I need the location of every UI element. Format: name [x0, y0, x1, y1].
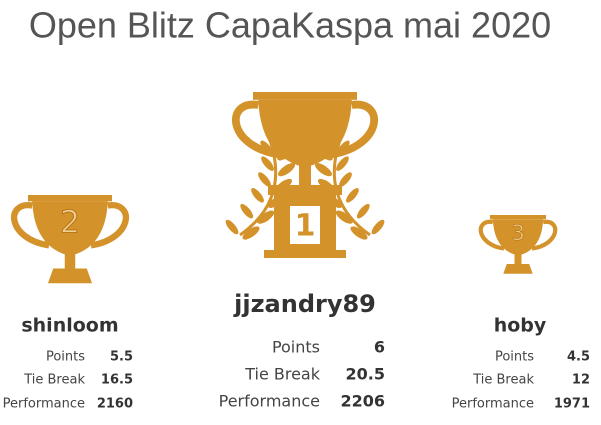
stat-value: 2206	[340, 392, 385, 411]
laurel-leaf	[350, 226, 368, 240]
laurel-stem	[332, 139, 371, 237]
laurel-leaf	[225, 219, 239, 235]
stat-label: Tie Break	[23, 373, 85, 388]
laurel-leaf	[335, 210, 353, 224]
laurel-leaf	[258, 172, 271, 187]
trophy: 3	[478, 215, 558, 274]
trophy-base	[47, 268, 93, 284]
laurel-leaf	[268, 194, 286, 208]
stat-value: 16.5	[101, 373, 133, 388]
trophy	[231, 92, 379, 168]
trophy-bowl	[258, 99, 352, 168]
laurel-leaf	[315, 147, 333, 161]
trophy-handle	[231, 100, 280, 159]
trophy-stem	[64, 253, 76, 269]
laurel-leaf	[240, 203, 254, 219]
stat-value: 5.5	[110, 350, 133, 365]
trophy-handle	[11, 202, 50, 249]
rank-number: 1	[295, 209, 316, 244]
stat-label: Performance	[219, 392, 320, 411]
trophies: 2 3 1	[11, 92, 558, 284]
stat-label: Points	[46, 350, 85, 365]
laurel-leaf	[314, 163, 332, 177]
trophy-base	[268, 185, 342, 195]
laurel-leaf	[251, 188, 264, 203]
rank-number: 3	[511, 221, 524, 245]
stat-label: Tie Break	[244, 365, 321, 384]
laurel-leaf	[371, 219, 385, 235]
laurel-leaf	[324, 194, 342, 208]
laurel	[225, 139, 296, 240]
laurel-leaf	[242, 226, 260, 240]
stat-value: 1971	[554, 397, 590, 412]
laurel-leaf	[346, 188, 359, 203]
trophy-rim	[28, 195, 113, 202]
trophy-base	[264, 250, 346, 258]
trophy-bowl	[492, 219, 544, 256]
laurel-leaf	[317, 178, 336, 193]
trophy-handle	[478, 219, 505, 251]
laurel-leaf	[339, 172, 352, 187]
stat-value: 12	[572, 373, 590, 388]
trophy-handle	[531, 219, 558, 251]
stat-label: Points	[272, 338, 320, 357]
stat-value: 6	[374, 338, 385, 357]
trophy: 2	[11, 195, 129, 284]
rank-number: 2	[60, 204, 80, 240]
stat-label: Performance	[452, 397, 534, 412]
player-name: jjzandry89	[233, 290, 376, 318]
stat-value: 20.5	[346, 365, 385, 384]
stat-label: Points	[495, 350, 534, 365]
laurel-leaf	[260, 140, 274, 156]
laurel-leaf	[356, 203, 370, 219]
laurel-leaf	[274, 178, 293, 193]
trophy-rim	[490, 215, 546, 220]
trophy-stem	[299, 165, 311, 187]
trophy-handle	[330, 100, 379, 159]
stat-value: 2160	[97, 397, 133, 412]
stat-label: Performance	[3, 397, 85, 412]
laurel-leaf	[257, 210, 275, 224]
trophy-stem	[514, 254, 522, 264]
laurel-leaf	[261, 156, 274, 171]
tournament-title: Open Blitz CapaKaspa mai 2020	[29, 5, 551, 46]
player-name: hoby	[494, 315, 547, 337]
laurel-leaf	[277, 147, 295, 161]
plinth-plate	[290, 206, 320, 244]
player-name: shinloom	[21, 315, 118, 337]
trophy-rim	[253, 92, 357, 100]
laurel	[314, 139, 385, 240]
trophy-base	[503, 264, 533, 274]
laurel-stem	[239, 139, 278, 237]
laurel-leaf	[336, 156, 349, 171]
trophy-bowl	[32, 201, 108, 256]
laurel-leaf	[336, 140, 350, 156]
laurel-leaf	[278, 163, 296, 177]
stat-value: 4.5	[567, 350, 590, 365]
stat-label: Tie Break	[472, 373, 534, 388]
trophy-handle	[90, 202, 129, 249]
